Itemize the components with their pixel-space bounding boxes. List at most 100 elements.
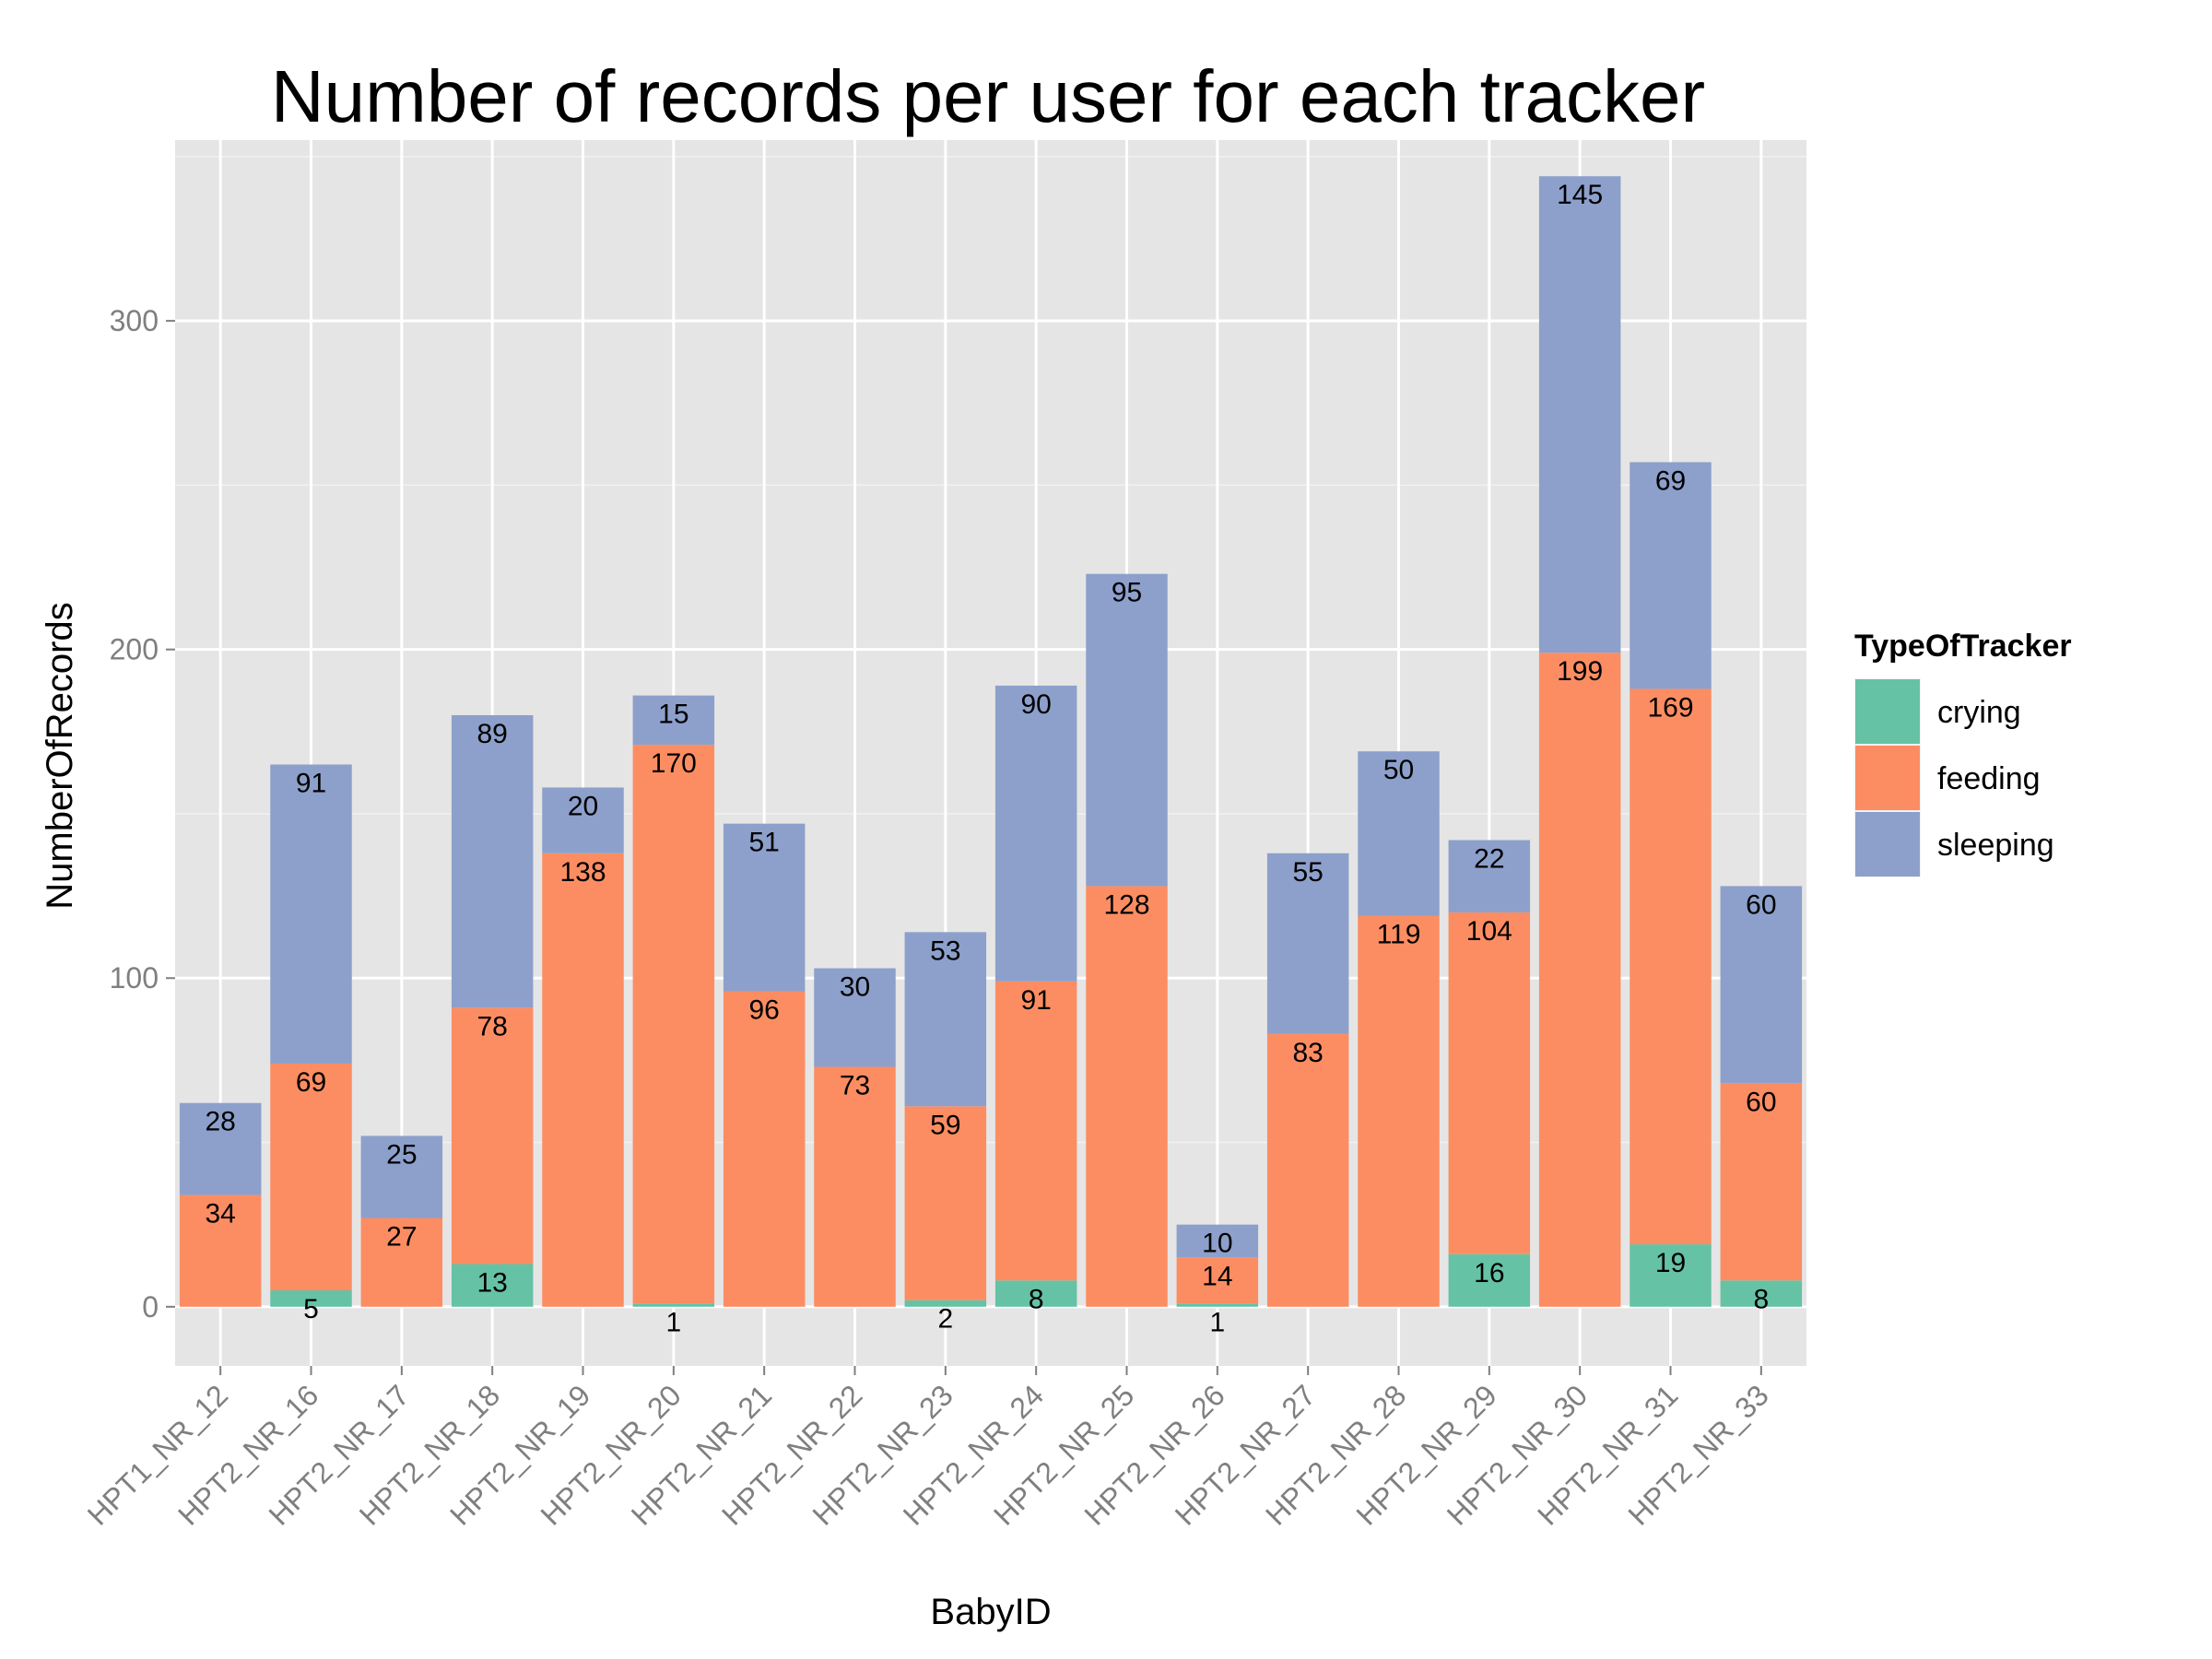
data-label-sleeping: 15 [658,700,688,730]
bar-feeding [1720,1083,1803,1281]
bar-feeding [542,853,624,1307]
data-label-sleeping: 10 [1202,1229,1232,1259]
data-label-sleeping: 55 [1292,857,1323,888]
data-label-feeding: 96 [748,995,779,1026]
bar-feeding [451,1007,534,1265]
bar-crying [1720,1280,1803,1307]
data-label-sleeping: 22 [1474,843,1504,874]
data-label-sleeping: 69 [1655,465,1686,496]
chart-title: Number of records per user for each trac… [271,55,1705,137]
bar-feeding [1358,915,1440,1307]
data-label-sleeping: 53 [930,935,960,966]
bar-crying [270,1289,352,1307]
y-tick-label: 0 [142,1290,159,1324]
data-label-feeding: 199 [1557,656,1603,687]
bar-sleeping [1086,573,1168,887]
bar-sleeping [179,1102,262,1195]
y-axis-title: NumberOfRecords [40,602,80,909]
data-label-sleeping: 28 [205,1107,235,1137]
data-label-sleeping: 90 [1020,689,1051,720]
bar-sleeping [994,685,1077,982]
bar-sleeping [451,714,534,1008]
data-label-feeding: 170 [651,748,697,779]
bar-sleeping [1266,853,1349,1034]
bar-sleeping [1448,840,1531,912]
bar-feeding [179,1194,262,1307]
data-label-crying: 8 [1029,1284,1044,1314]
y-tick-label: 200 [110,633,159,666]
data-label-sleeping: 95 [1112,578,1142,608]
data-label-crying: 1 [665,1307,681,1337]
data-label-feeding: 83 [1292,1038,1323,1068]
bar-feeding [904,1106,987,1300]
bar-feeding [1448,912,1531,1254]
data-label-feeding: 14 [1202,1261,1232,1291]
legend-title: TypeOfTracker [1854,629,2072,664]
bar-feeding [360,1218,443,1307]
x-axis: HPT1_NR_12HPT2_NR_16HPT2_NR_17HPT2_NR_18… [81,1366,1775,1532]
data-label-feeding: 104 [1466,916,1512,947]
data-label-feeding: 91 [1020,985,1051,1016]
legend-label-sleeping: sleeping [1937,828,2054,863]
bar-feeding [1538,653,1621,1307]
bar-crying [1176,1303,1259,1307]
data-label-sleeping: 91 [296,768,326,798]
data-label-feeding: 169 [1647,692,1693,723]
legend-swatch-feeding [1855,746,1920,810]
data-label-sleeping: 30 [840,972,870,1003]
data-label-sleeping: 89 [477,719,507,749]
data-label-feeding: 27 [386,1222,417,1253]
bar-feeding [1086,886,1168,1307]
bar-sleeping [1720,886,1803,1084]
bar-feeding [994,981,1077,1281]
bar-crying [1630,1244,1712,1307]
data-label-feeding: 119 [1377,920,1421,950]
bar-feeding [1266,1033,1349,1307]
data-label-feeding: 128 [1103,889,1149,920]
bar-feeding [1630,688,1712,1245]
data-labels-layer: 34 28 5 69 91 27 25 13 78 89 138 20 1 170 15 96 51 73 30 2 5… [205,180,1776,1337]
bar-sleeping [904,932,987,1107]
data-label-feeding: 59 [930,1110,960,1140]
data-label-sleeping: 60 [1746,889,1776,920]
data-label-feeding: 60 [1746,1087,1776,1117]
bar-crying [1448,1253,1531,1307]
data-label-feeding: 138 [559,857,606,888]
legend-swatch-crying [1855,679,1920,744]
bar-crying [451,1264,534,1307]
plot-panel [175,140,1806,1366]
data-label-feeding: 73 [840,1071,870,1101]
data-label-crying: 8 [1753,1284,1769,1314]
data-label-crying: 13 [477,1267,507,1298]
bar-sleeping [270,764,352,1064]
bar-feeding [723,991,806,1307]
data-label-feeding: 78 [477,1011,507,1041]
data-label-crying: 2 [937,1304,953,1335]
bar-sleeping [542,787,624,853]
data-label-crying: 16 [1474,1258,1504,1288]
bars-layer [179,176,1803,1307]
data-label-crying: 1 [1209,1307,1225,1337]
bar-crying [994,1280,1077,1307]
bar-sleeping [1358,751,1440,916]
bar-crying [632,1303,715,1307]
bar-sleeping [360,1135,443,1218]
data-label-crying: 19 [1655,1248,1686,1278]
data-label-feeding: 69 [296,1067,326,1098]
bar-feeding [632,745,715,1304]
data-label-feeding: 34 [205,1199,235,1230]
bar-feeding [814,1066,896,1307]
bar-sleeping [723,823,806,992]
bar-sleeping [1538,176,1621,653]
data-label-crying: 5 [303,1294,319,1324]
data-label-sleeping: 20 [568,791,598,821]
bar-feeding [270,1063,352,1290]
x-axis-title: BabyID [930,1592,1051,1632]
y-axis: 0 100 200 300 [110,304,175,1324]
legend-swatch-sleeping [1855,812,1920,877]
data-label-sleeping: 145 [1557,180,1603,210]
bar-crying [904,1300,987,1307]
bar-sleeping [632,695,715,746]
data-label-sleeping: 25 [386,1139,417,1170]
